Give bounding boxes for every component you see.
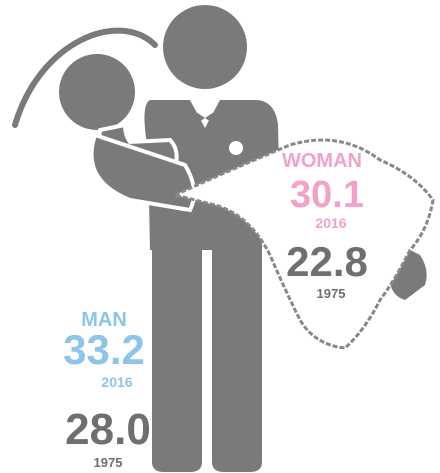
man-recent-value: 33.2 <box>63 326 145 373</box>
woman-recent-year: 2016 <box>315 215 346 231</box>
groom-leg <box>212 240 262 472</box>
woman-recent-value: 30.1 <box>290 174 364 216</box>
man-past-value: 28.0 <box>65 405 151 454</box>
man-stats: MAN 33.2 2016 28.0 1975 <box>63 309 151 470</box>
couple-illustration <box>15 5 433 472</box>
woman-past-value: 22.8 <box>286 238 368 285</box>
woman-label: WOMAN <box>282 150 362 172</box>
infographic: WOMAN 30.1 2016 22.8 1975 MAN 33.2 2016 … <box>0 0 440 473</box>
man-recent-year: 2016 <box>101 374 132 390</box>
man-past-year: 1975 <box>94 455 123 470</box>
bride-head <box>59 54 135 130</box>
groom-leg <box>152 240 202 472</box>
woman-past-year: 1975 <box>317 286 346 301</box>
groom-head <box>163 5 247 89</box>
boutonniere <box>229 141 243 155</box>
